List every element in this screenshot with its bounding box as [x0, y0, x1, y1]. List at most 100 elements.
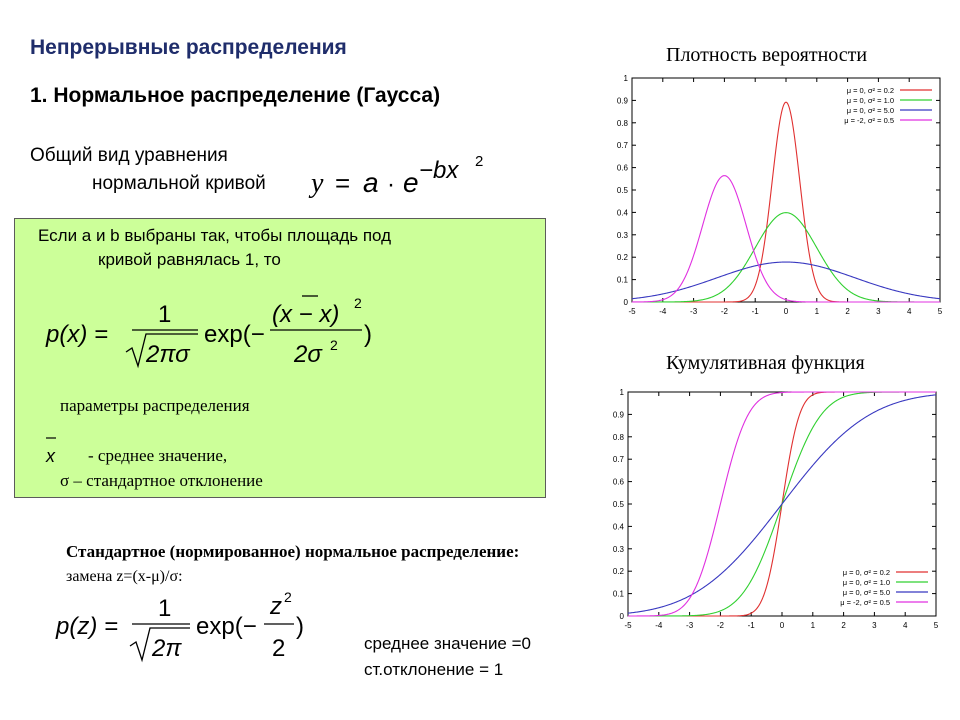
chart1-x-tick-label: 4 — [903, 621, 908, 630]
chart0-series-line-2 — [631, 261, 941, 300]
density-exp-numerator: (x − x) — [272, 301, 339, 328]
chart1-x-tick-label: -2 — [717, 621, 725, 630]
chart0-y-tick-label: 0.9 — [617, 96, 629, 105]
standard-sqrt-sign — [129, 627, 190, 663]
chart1-legend-label: μ = -2, σ² = 0.5 — [840, 598, 890, 607]
general-formula: y = a · e −bx 2 — [308, 153, 483, 199]
chart0-x-tick-label: 0 — [784, 307, 789, 316]
density-exp-close: ) — [364, 321, 372, 348]
chart1-y-tick-label: 0.8 — [613, 433, 625, 442]
chart1-y-tick-label: 0.3 — [613, 545, 625, 554]
standard-exp-open: exp(− — [196, 613, 257, 640]
formula-dot: · — [387, 171, 395, 198]
formula-a: a — [363, 167, 379, 198]
density-sqrt-sign — [125, 333, 198, 369]
chart0-x-tick-label: -1 — [752, 307, 760, 316]
standard-normal-substitution: замена z=(x-μ)/σ: — [66, 568, 183, 585]
density-exp-numerator-power: 2 — [354, 295, 362, 311]
definition-text-line1: Если a и b выбраны так, чтобы площадь по… — [38, 226, 392, 245]
chart0-y-tick-label: 0.6 — [617, 164, 629, 173]
chart1-y-tick-label: 0.1 — [613, 590, 625, 599]
standard-numerator: 1 — [158, 595, 171, 622]
mean-result: среднее значение =0 — [364, 634, 531, 653]
chart0-y-tick-label: 0.2 — [617, 253, 629, 262]
general-form-label-line1: Общий вид уравнения — [30, 145, 228, 166]
formula-e: e — [403, 167, 419, 198]
chart1-x-tick-label: 0 — [780, 621, 785, 630]
density-lhs: p(x) = — [45, 321, 108, 348]
chart0-x-tick-label: 1 — [815, 307, 820, 316]
chart1-legend-label: μ = 0, σ² = 5.0 — [843, 588, 890, 597]
chart1-y-tick-label: 0.4 — [613, 522, 625, 531]
chart0-x-tick-label: 4 — [907, 307, 912, 316]
chart0-series-line-3 — [632, 175, 940, 303]
chart0-x-tick-label: -2 — [721, 307, 729, 316]
chart0-y-tick-label: 0.8 — [617, 119, 629, 128]
mean-symbol-x: x — [45, 446, 56, 466]
general-form-label-line2: нормальной кривой — [92, 173, 266, 194]
standard-lhs: p(z) = — [55, 613, 118, 640]
chart1-legend-label: μ = 0, σ² = 1.0 — [843, 578, 890, 587]
standard-exp-numerator: z — [269, 593, 282, 620]
standard-denominator: 2π — [151, 635, 182, 662]
chart0-legend-label: μ = -2, σ² = 0.5 — [844, 116, 894, 125]
chart0-legend-label: μ = 0, σ² = 1.0 — [847, 96, 894, 105]
definition-box — [14, 218, 546, 498]
chart1-x-tick-label: 5 — [934, 621, 939, 630]
chart0-x-tick-label: -3 — [690, 307, 698, 316]
formula-y: y — [308, 168, 324, 199]
density-formula: p(x) = 1 2πσ exp(− (x − x) 2 2σ 2 ) — [45, 295, 372, 369]
cdf-chart: -5 -4 -3 -2 -1 0 1 2 3 4 5 0 0.1 0.2 0.3 0.4 0.5 0.6 0.7 0.… — [613, 388, 939, 630]
standard-exp-close: ) — [296, 613, 304, 640]
chart1-x-tick-label: 2 — [841, 621, 846, 630]
chart0-x-tick-label: 2 — [845, 307, 850, 316]
standard-formula: p(z) = 1 2π exp(− z 2 2 ) — [55, 589, 304, 663]
chart0-y-tick-label: 0 — [624, 298, 629, 307]
formula-exponent: −bx — [419, 157, 459, 184]
chart1-x-tick-label: -3 — [686, 621, 694, 630]
chart1-series-line-2 — [627, 394, 937, 614]
chart1-series-line-3 — [628, 391, 936, 617]
chart1-y-tick-label: 0.5 — [613, 500, 625, 509]
standard-exp-denominator: 2 — [272, 635, 285, 662]
formula-exponent-power: 2 — [475, 153, 483, 170]
density-denominator: 2πσ — [145, 341, 191, 368]
standard-exp-numerator-power: 2 — [284, 589, 292, 605]
density-exp-denominator-power: 2 — [330, 337, 338, 353]
chart0-plot-frame — [631, 77, 941, 303]
chart1-x-tick-label: -1 — [748, 621, 756, 630]
chart1-y-tick-label: 0.9 — [613, 410, 625, 419]
chart1-x-tick-label: -5 — [624, 621, 632, 630]
density-numerator: 1 — [158, 301, 171, 328]
chart0-x-tick-label: -4 — [659, 307, 667, 316]
chart0-y-tick-label: 0.3 — [617, 231, 629, 240]
density-exp-open: exp(− — [204, 321, 265, 348]
cdf-chart-title: Кумулятивная функция — [666, 352, 865, 374]
chart1-x-tick-label: 3 — [872, 621, 877, 630]
pdf-chart: -5 -4 -3 -2 -1 0 1 2 3 4 5 0 0.1 0.2 0.3 0.4 0.5 0.6 0.7 0.… — [617, 74, 943, 316]
mean-symbol: x — [45, 437, 56, 466]
chart0-x-tick-label: -5 — [628, 307, 636, 316]
chart0-y-tick-label: 0.4 — [617, 208, 629, 217]
mean-description: - среднее значение, — [88, 446, 228, 465]
standard-normal-title: Стандартное (нормированное) нормальное р… — [66, 542, 520, 561]
chart1-y-tick-label: 1 — [620, 388, 625, 397]
chart0-x-tick-label: 3 — [876, 307, 881, 316]
chart0-y-tick-label: 1 — [624, 74, 629, 83]
sd-result: ст.отклонение = 1 — [364, 660, 504, 679]
chart0-x-tick-label: 5 — [938, 307, 943, 316]
chart1-y-tick-label: 0.7 — [613, 455, 625, 464]
sd-description: σ – стандартное отклонение — [60, 471, 263, 490]
chart1-y-tick-label: 0 — [620, 612, 625, 621]
params-label: параметры распределения — [60, 396, 250, 415]
chart1-x-tick-label: 1 — [811, 621, 816, 630]
chart1-y-tick-label: 0.2 — [613, 567, 625, 576]
slide-title: Непрерывные распределения — [30, 36, 347, 59]
formula-equals: = — [335, 168, 350, 198]
chart0-legend-label: μ = 0, σ² = 0.2 — [847, 86, 894, 95]
chart1-y-tick-label: 0.6 — [613, 478, 625, 487]
chart0-y-tick-label: 0.1 — [617, 276, 629, 285]
density-exp-denominator: 2σ — [293, 341, 323, 368]
chart0-y-tick-label: 0.7 — [617, 141, 629, 150]
section-title: 1. Нормальное распределение (Гаусса) — [30, 84, 441, 107]
